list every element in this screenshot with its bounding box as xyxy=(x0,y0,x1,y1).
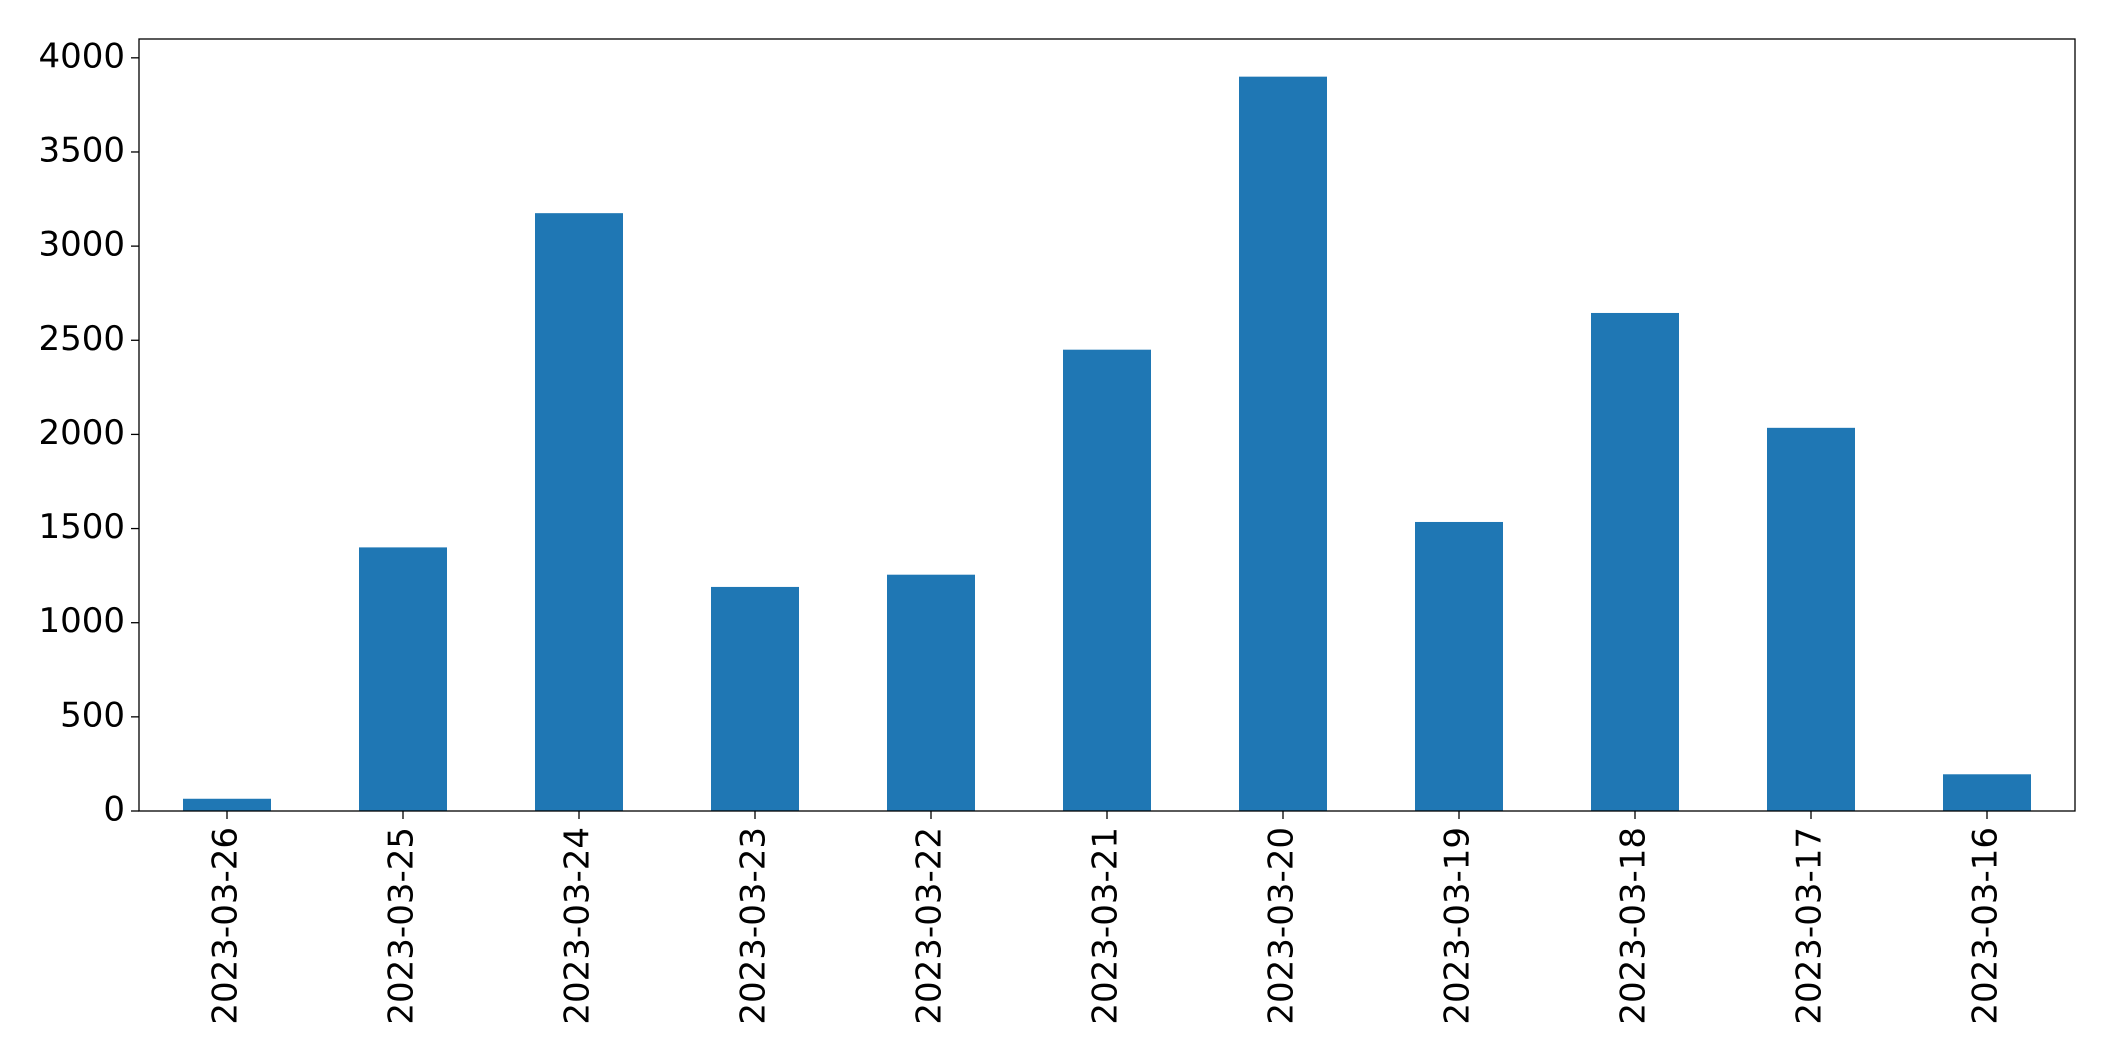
plot-frame xyxy=(138,38,2076,812)
bar xyxy=(183,798,271,811)
bar xyxy=(1415,521,1503,811)
y-tick-label: 1500 xyxy=(38,507,125,547)
y-tick-label: 500 xyxy=(60,695,125,735)
bar xyxy=(1239,76,1327,811)
x-tick-label: 2023-03-23 xyxy=(734,827,774,1025)
bar xyxy=(359,547,447,811)
x-tick-label: 2023-03-24 xyxy=(558,827,598,1025)
x-tick-label: 2023-03-21 xyxy=(1086,827,1126,1025)
bar xyxy=(1767,427,1855,811)
bar xyxy=(711,586,799,811)
y-tick-label: 1000 xyxy=(38,601,125,641)
y-tick-label: 3000 xyxy=(38,225,125,265)
bar xyxy=(1591,312,1679,811)
y-tick-label: 2500 xyxy=(38,319,125,359)
x-tick-label: 2023-03-20 xyxy=(1262,827,1302,1025)
y-tick-label: 0 xyxy=(103,790,125,830)
x-tick-label: 2023-03-16 xyxy=(1966,827,2006,1025)
x-tick-label: 2023-03-22 xyxy=(910,827,950,1025)
bar xyxy=(887,574,975,811)
x-tick-label: 2023-03-17 xyxy=(1790,827,1830,1025)
bar xyxy=(1063,349,1151,811)
x-tick-label: 2023-03-25 xyxy=(382,827,422,1025)
x-tick-label: 2023-03-18 xyxy=(1614,827,1654,1025)
bar xyxy=(1943,774,2031,811)
bar xyxy=(535,213,623,812)
y-tick-label: 4000 xyxy=(38,36,125,76)
x-tick-label: 2023-03-26 xyxy=(206,827,246,1025)
y-tick-label: 2000 xyxy=(38,413,125,453)
y-tick-label: 3500 xyxy=(38,130,125,170)
x-tick-label: 2023-03-19 xyxy=(1438,827,1478,1025)
